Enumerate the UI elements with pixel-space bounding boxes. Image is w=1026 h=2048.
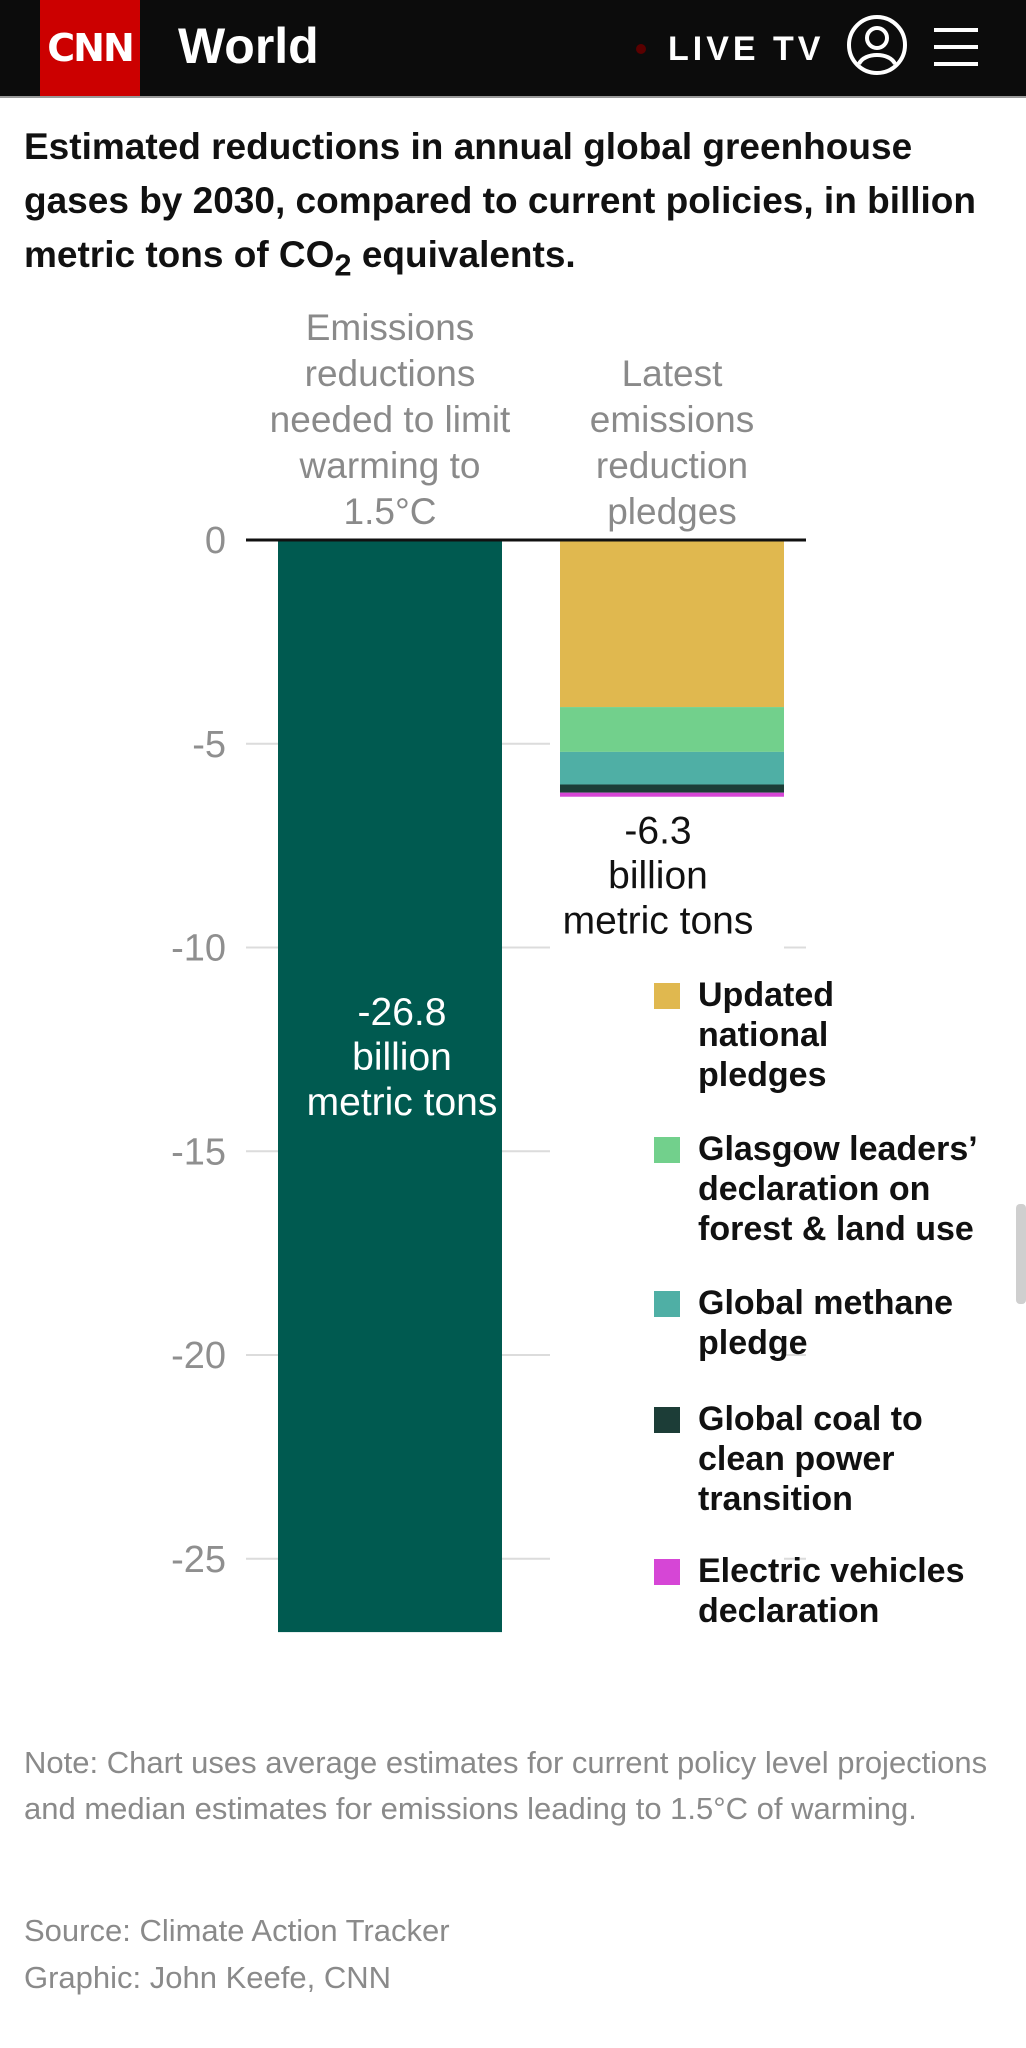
legend-swatch: [654, 1137, 680, 1163]
y-tick-label: -5: [192, 724, 226, 766]
chart-note: Note: Chart uses average estimates for c…: [24, 1745, 988, 1826]
category-label: Latest: [622, 353, 724, 394]
account-icon[interactable]: [846, 14, 908, 76]
chart-credit: Graphic: John Keefe, CNN: [24, 1960, 392, 1995]
bar-segment: [560, 784, 784, 793]
live-indicator-dot: [636, 44, 646, 54]
chart-title-subscript: 2: [334, 247, 352, 283]
category-label: Emissions: [306, 307, 475, 348]
chart-title-tail: equivalents.: [351, 234, 576, 275]
cnn-logo[interactable]: CNN: [40, 0, 140, 96]
legend-label: Updated national pledges: [698, 976, 834, 1094]
chart-source: Source: Climate Action Tracker: [24, 1913, 450, 1948]
bar-segment: [278, 540, 502, 1633]
bar-segment: [560, 792, 784, 797]
category-label: reduction: [596, 445, 748, 486]
menu-icon[interactable]: [934, 22, 978, 72]
bar-value-label: billion: [352, 1036, 452, 1079]
legend-label: Glasgow leaders’ declaration on forest & l…: [698, 1130, 978, 1248]
legend-swatch: [654, 1407, 680, 1433]
scrollbar[interactable]: [1016, 1204, 1026, 1304]
chart-title-main: Estimated reductions in annual global gr…: [24, 126, 977, 275]
chart-title: Estimated reductions in annual global gr…: [24, 120, 1014, 292]
bar-value-label: -6.3: [624, 810, 691, 853]
y-tick-label: -20: [171, 1335, 226, 1377]
category-label: emissions: [590, 399, 755, 440]
category-label: 1.5°C: [344, 491, 437, 532]
cnn-logo-text: CNN: [47, 26, 134, 70]
section-title[interactable]: World: [178, 18, 319, 74]
legend-swatch: [654, 1559, 680, 1585]
emissions-bar-chart: 0 -5 -10 -15 -20 -25 Emissions reductions needed…: [171, 307, 806, 1633]
legend-swatch: [654, 1291, 680, 1317]
bar-value-label: billion: [608, 855, 708, 898]
live-tv-link[interactable]: LIVE TV: [668, 30, 825, 68]
legend-label: Global coal to clean power transition: [698, 1400, 923, 1518]
y-tick-label: -25: [171, 1539, 226, 1581]
top-navigation-bar: CNN World LIVE TV: [0, 0, 1026, 96]
category-label: needed to limit: [270, 399, 511, 440]
y-tick-label: 0: [205, 520, 226, 562]
bar-value-label: metric tons: [563, 900, 754, 943]
legend-swatch: [654, 983, 680, 1009]
y-tick-label: -15: [171, 1131, 226, 1173]
bar-value-label: metric tons: [307, 1081, 498, 1124]
header-divider: [0, 96, 1026, 98]
bar-segment: [560, 707, 784, 752]
bar-segment: [560, 751, 784, 785]
legend-label: Global methane pledge: [698, 1284, 954, 1362]
category-label: reductions: [305, 353, 476, 394]
bar-value-label: -26.8: [358, 991, 447, 1034]
y-tick-label: -10: [171, 928, 226, 970]
bar-segment: [560, 540, 784, 708]
category-label: pledges: [607, 491, 737, 532]
category-label: warming to: [299, 445, 481, 486]
legend-label: Electric vehicles declaration: [698, 1552, 965, 1630]
